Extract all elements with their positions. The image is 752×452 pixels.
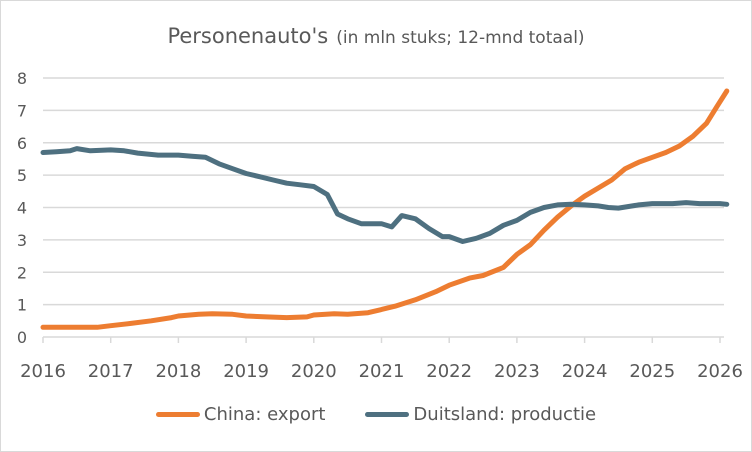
x-tick-label-2017: 2017: [88, 361, 134, 382]
y-tick-label-8: 8: [17, 69, 27, 88]
y-tick-label-3: 3: [17, 231, 27, 250]
y-tick-label-7: 7: [17, 101, 27, 120]
legend-swatch-china-export: [155, 412, 200, 417]
x-tick-label-2024: 2024: [562, 361, 608, 382]
legend-label-duitsland-productie: Duitsland: productie: [413, 404, 597, 425]
chart-subtitle: (in mln stuks; 12-mnd totaal): [336, 28, 585, 48]
chart-title-main: Personenauto's: [167, 24, 329, 48]
x-tick-label-2025: 2025: [629, 361, 675, 382]
y-tick-label-4: 4: [17, 199, 27, 218]
legend-item-duitsland-productie: Duitsland: productie: [365, 404, 596, 425]
x-tick-label-2018: 2018: [155, 361, 201, 382]
y-tick-label-5: 5: [17, 166, 27, 185]
x-tick-label-2023: 2023: [494, 361, 540, 382]
x-tick-label-2026: 2026: [697, 361, 743, 382]
legend-swatch-duitsland-productie: [365, 412, 410, 417]
series-line-duitsland-productie: [40, 146, 730, 244]
x-tick-label-2016: 2016: [20, 361, 66, 382]
y-tick-label-0: 0: [17, 328, 27, 347]
chart-legend: China: export Duitsland: productie: [0, 404, 752, 425]
legend-item-china-export: China: export: [155, 404, 326, 425]
y-tick-label-6: 6: [17, 134, 27, 153]
legend-label-china-export: China: export: [203, 404, 326, 425]
series-line-china-export: [40, 88, 730, 330]
y-tick-label-2: 2: [17, 263, 27, 282]
x-tick-label-2019: 2019: [223, 361, 269, 382]
x-tick-label-2021: 2021: [359, 361, 405, 382]
chart-title: Personenauto's (in mln stuks; 12-mnd tota…: [0, 24, 752, 48]
x-tick-label-2022: 2022: [426, 361, 472, 382]
y-tick-label-1: 1: [17, 296, 27, 315]
x-tick-label-2020: 2020: [291, 361, 337, 382]
